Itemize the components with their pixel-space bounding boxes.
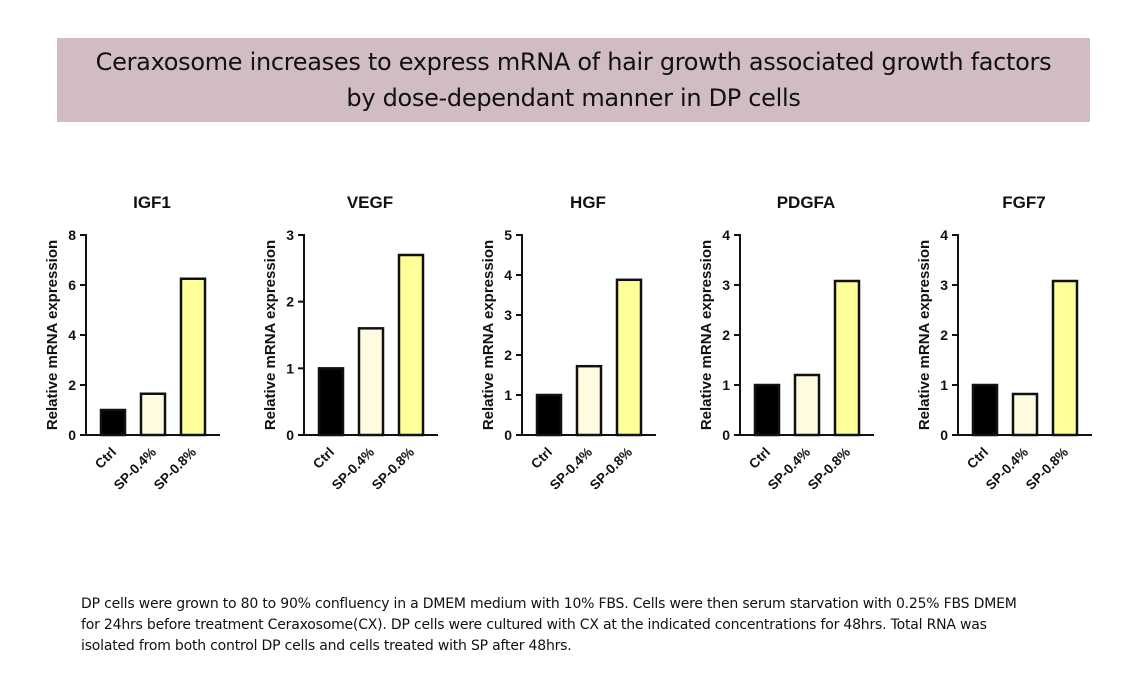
- y-tick-label: 5: [504, 227, 512, 243]
- y-axis-label: Relative mRNA expression: [480, 240, 497, 430]
- figure-caption: DP cells were grown to 80 to 90% conflue…: [81, 594, 1101, 657]
- y-tick-label: 3: [722, 277, 730, 293]
- y-tick-label: 3: [286, 227, 294, 243]
- x-tick-label: SP-0.4%: [111, 445, 159, 493]
- x-tick-label: SP-0.8%: [587, 445, 635, 493]
- bar-sp-04pct: [793, 373, 821, 437]
- y-tick-label: 0: [504, 427, 512, 443]
- x-tick-label: SP-0.8%: [369, 445, 417, 493]
- x-tick-label: Ctrl: [528, 445, 555, 472]
- y-tick-label: 0: [940, 427, 948, 443]
- x-tick-label: Ctrl: [964, 445, 991, 472]
- y-axis-label: Relative mRNA expression: [44, 240, 61, 430]
- y-axis-label: Relative mRNA expression: [262, 240, 279, 430]
- y-tick-label: 4: [940, 227, 948, 243]
- y-tick-label: 6: [68, 277, 76, 293]
- chart-title: PDGFA: [777, 193, 836, 212]
- y-tick-label: 0: [722, 427, 730, 443]
- bar-sp-04pct: [357, 327, 385, 437]
- x-tick-label: Ctrl: [746, 445, 773, 472]
- x-tick-label: SP-0.8%: [805, 445, 853, 493]
- y-tick-label: 2: [722, 327, 730, 343]
- bar-sp-08pct: [397, 253, 425, 437]
- bar-sp-08pct: [179, 277, 207, 437]
- x-tick-label: SP-0.4%: [765, 445, 813, 493]
- x-tick-label: Ctrl: [92, 445, 119, 472]
- y-axis-label: Relative mRNA expression: [916, 240, 933, 430]
- chart-title: VEGF: [347, 193, 393, 212]
- y-tick-label: 0: [68, 427, 76, 443]
- bar-ctrl: [535, 393, 563, 437]
- x-tick-label: Ctrl: [310, 445, 337, 472]
- bar-ctrl: [971, 383, 999, 437]
- y-tick-label: 4: [722, 227, 730, 243]
- title-line-2: by dose-dependant manner in DP cells: [346, 84, 801, 112]
- bar-sp-08pct: [615, 278, 643, 437]
- y-tick-label: 2: [286, 294, 294, 310]
- y-tick-label: 3: [504, 307, 512, 323]
- bar-sp-08pct: [833, 279, 861, 437]
- y-tick-label: 4: [68, 327, 76, 343]
- y-tick-label: 0: [286, 427, 294, 443]
- y-tick-label: 4: [504, 267, 512, 283]
- y-tick-label: 2: [68, 377, 76, 393]
- chart-title: IGF1: [133, 193, 171, 212]
- y-tick-label: 3: [940, 277, 948, 293]
- y-tick-label: 1: [504, 387, 512, 403]
- caption-line-3: isolated from both control DP cells and …: [81, 638, 572, 654]
- y-tick-label: 2: [504, 347, 512, 363]
- x-tick-label: SP-0.4%: [329, 445, 377, 493]
- y-tick-label: 1: [286, 360, 294, 376]
- x-tick-label: SP-0.8%: [1023, 445, 1071, 493]
- title-banner: Ceraxosome increases to express mRNA of …: [57, 38, 1090, 122]
- bar-sp-08pct: [1051, 279, 1079, 437]
- title-line-1: Ceraxosome increases to express mRNA of …: [95, 48, 1052, 76]
- x-tick-label: SP-0.8%: [151, 445, 199, 493]
- chart-title: FGF7: [1002, 193, 1045, 212]
- y-tick-label: 2: [940, 327, 948, 343]
- bar-ctrl: [99, 408, 127, 437]
- y-tick-label: 1: [722, 377, 730, 393]
- chart-title: HGF: [570, 193, 606, 212]
- bar-ctrl: [317, 367, 345, 437]
- y-tick-label: 1: [940, 377, 948, 393]
- caption-line-2: for 24hrs before treatment Ceraxosome(CX…: [81, 617, 987, 633]
- bar-sp-04pct: [1011, 392, 1039, 437]
- y-axis-label: Relative mRNA expression: [698, 240, 715, 430]
- y-tick-label: 8: [68, 227, 76, 243]
- x-tick-label: SP-0.4%: [547, 445, 595, 493]
- bar-ctrl: [753, 383, 781, 437]
- x-tick-label: SP-0.4%: [983, 445, 1031, 493]
- caption-line-1: DP cells were grown to 80 to 90% conflue…: [81, 596, 1017, 612]
- bar-sp-04pct: [575, 364, 603, 437]
- bar-sp-04pct: [139, 392, 167, 437]
